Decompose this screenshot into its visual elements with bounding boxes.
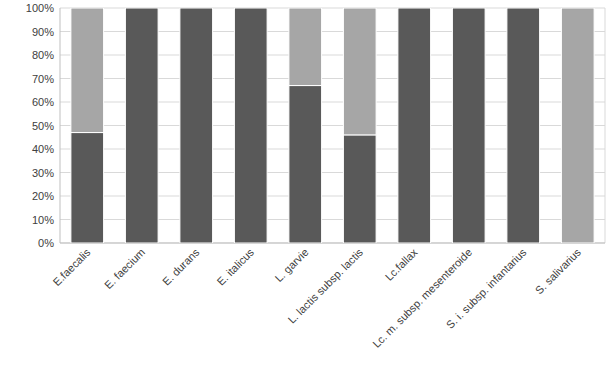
bar-segment [343, 8, 376, 135]
y-axis-line [60, 8, 61, 243]
bar-segment [343, 135, 376, 243]
y-tick-label: 0% [38, 237, 54, 249]
bar-segment [71, 8, 104, 133]
x-tick-label: E.faecalis [50, 246, 93, 289]
x-tick-label: Lc.fallax [383, 246, 420, 283]
frame-line [605, 8, 606, 243]
bar-segment [71, 133, 104, 243]
bar-segment [180, 8, 213, 243]
y-tick-label: 80% [32, 49, 54, 61]
bar-segment [561, 8, 594, 243]
x-tick-label: Lc. m. subsp. mesenteroide [370, 246, 474, 350]
bar-segment [507, 8, 540, 243]
x-tick-label: L. garvie [272, 246, 310, 284]
y-tick-label: 60% [32, 96, 54, 108]
x-tick-label: E. durans [160, 246, 202, 288]
x-tick-label: E. faecium [102, 246, 147, 291]
y-tick-label: 40% [32, 143, 54, 155]
bar-segment [234, 8, 267, 9]
bar-segment [180, 8, 213, 9]
y-tick-label: 30% [32, 167, 54, 179]
bar-segment [289, 86, 322, 243]
x-tick-label: S. i. subsp. infantarius [444, 246, 529, 331]
x-tick-label: L. lactis subsp. lactis [285, 246, 365, 326]
y-tick-label: 50% [32, 120, 54, 132]
bar-segment [398, 8, 431, 9]
y-tick-label: 100% [26, 2, 54, 14]
bar-segment [452, 8, 485, 243]
x-tick-label: E. italicus [214, 246, 256, 288]
bars [71, 8, 594, 243]
bar-segment [125, 8, 158, 9]
y-tick-label: 90% [32, 26, 54, 38]
bar-segment [125, 8, 158, 243]
y-tick-label: 10% [32, 214, 54, 226]
x-tick-label: S. salivarius [533, 246, 584, 297]
y-tick-label: 20% [32, 190, 54, 202]
bar-segment [507, 8, 540, 9]
bar-segment [452, 8, 485, 9]
bar-segment [234, 8, 267, 243]
y-tick-label: 70% [32, 73, 54, 85]
chart: 0% 10% 20% 30% 40% 50% 60% 70% 80% 90% 100% E.faeca… [0, 0, 615, 388]
bar-segment [289, 8, 322, 86]
bar-segment [398, 8, 431, 243]
